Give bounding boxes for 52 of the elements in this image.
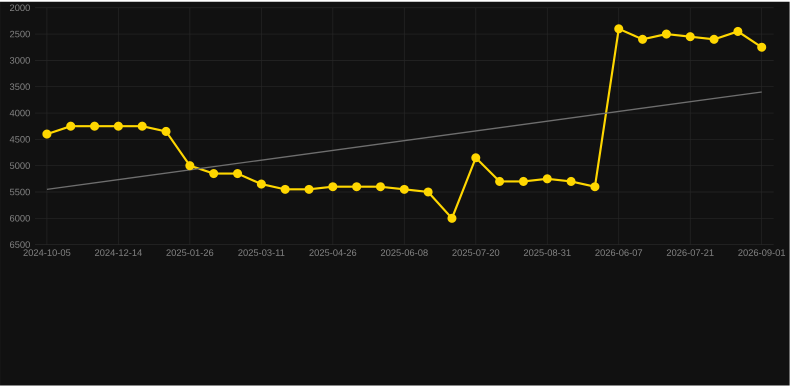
point bbox=[590, 182, 600, 192]
point bbox=[400, 185, 409, 194]
point bbox=[280, 185, 290, 194]
x-tick-label: 2025-01-26 bbox=[166, 250, 214, 256]
point bbox=[495, 177, 504, 186]
y-tick-label: 3500 bbox=[10, 84, 30, 90]
point bbox=[256, 180, 266, 189]
point bbox=[757, 42, 766, 52]
point bbox=[542, 174, 552, 184]
x-tick-label: 2025-08-31 bbox=[524, 250, 571, 256]
point bbox=[162, 127, 171, 136]
point bbox=[471, 153, 480, 163]
point bbox=[518, 177, 528, 186]
point bbox=[424, 188, 433, 197]
point bbox=[376, 182, 386, 192]
point bbox=[638, 35, 648, 44]
point bbox=[66, 122, 76, 131]
point bbox=[114, 122, 123, 131]
y-tick-label: 5000 bbox=[10, 162, 30, 170]
x-tick-label: 2024-10-05 bbox=[24, 250, 70, 256]
point bbox=[90, 122, 100, 131]
y-tick-label: 6500 bbox=[10, 242, 30, 248]
point bbox=[662, 30, 671, 39]
y-tick-label: 2000 bbox=[10, 4, 30, 12]
point bbox=[686, 32, 695, 42]
x-tick-label: 2026-07-21 bbox=[666, 250, 714, 256]
point bbox=[710, 35, 719, 44]
x-tick-label: 2025-04-26 bbox=[309, 250, 356, 256]
y-tick-label: 4500 bbox=[10, 136, 30, 143]
y-tick-label: 4000 bbox=[10, 110, 30, 117]
point bbox=[304, 185, 314, 194]
x-tick-label: 2026-06-07 bbox=[595, 250, 642, 256]
x-tick-label: 2025-03-11 bbox=[238, 250, 284, 256]
y-tick-label: 3000 bbox=[10, 57, 30, 64]
x-tick-label: 2024-12-14 bbox=[94, 250, 142, 256]
point bbox=[185, 161, 194, 170]
point bbox=[232, 169, 242, 178]
point bbox=[328, 182, 338, 192]
x-tick-label: 2026-09-01 bbox=[738, 250, 786, 256]
y-tick-label: 5500 bbox=[10, 188, 30, 196]
point bbox=[566, 177, 576, 186]
point bbox=[733, 27, 742, 36]
point bbox=[42, 130, 52, 139]
y-tick-label: 6000 bbox=[10, 215, 30, 222]
point bbox=[614, 24, 624, 34]
point bbox=[209, 169, 218, 178]
y-tick-label: 2500 bbox=[10, 31, 30, 38]
point bbox=[447, 214, 456, 224]
point bbox=[352, 182, 362, 192]
x-tick-label: 2025-06-08 bbox=[380, 250, 428, 256]
point bbox=[138, 122, 147, 131]
x-tick-label: 2025-07-20 bbox=[452, 250, 500, 256]
